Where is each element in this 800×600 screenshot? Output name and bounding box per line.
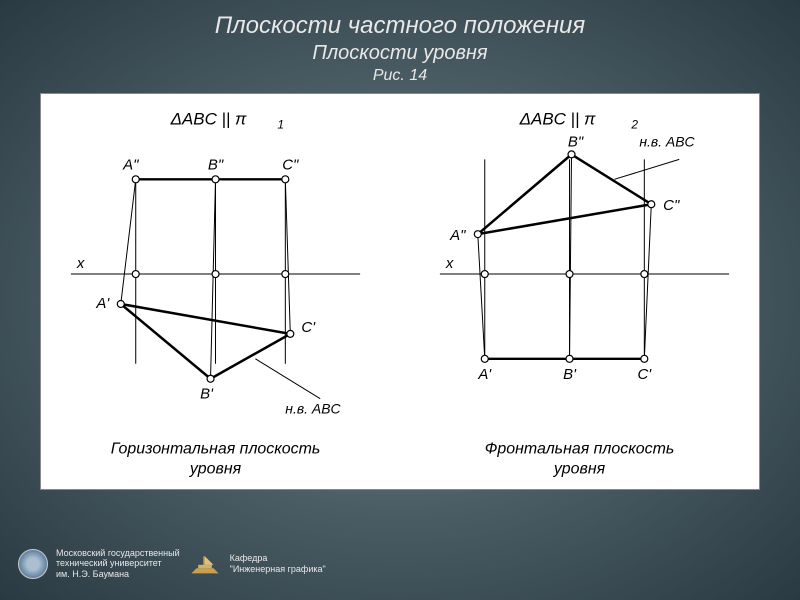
footer: Московский государственный технический у…: [18, 548, 326, 580]
footer-line: "Инженерная графика": [230, 564, 326, 575]
ship-icon: [188, 550, 222, 578]
footer-line: Московский государственный: [56, 548, 180, 559]
title-fig: Рис. 14: [0, 67, 800, 85]
svg-text:ΔABC || π: ΔABC || π: [170, 109, 247, 128]
svg-text:1: 1: [277, 117, 284, 131]
svg-text:н.в. ABC: н.в. ABC: [639, 133, 695, 149]
svg-text:н.в. ABC: н.в. ABC: [285, 401, 341, 417]
svg-text:A": A": [449, 227, 466, 244]
svg-text:B': B': [563, 366, 577, 383]
svg-text:ΔABC || π: ΔABC || π: [519, 109, 596, 128]
svg-text:C": C": [663, 197, 680, 214]
footer-line: Кафедра: [230, 553, 326, 564]
svg-text:Горизонтальная плоскость: Горизонтальная плоскость: [111, 441, 321, 458]
slide: Плоскости частного положения Плоскости у…: [0, 0, 800, 600]
svg-text:A': A': [477, 366, 492, 383]
department-name: Кафедра "Инженерная графика": [230, 553, 326, 575]
university-name: Московский государственный технический у…: [56, 548, 180, 580]
svg-text:B": B": [208, 156, 224, 173]
title-main: Плоскости частного положения: [0, 12, 800, 40]
svg-text:Фронтальная плоскость: Фронтальная плоскость: [485, 441, 675, 458]
svg-text:A': A': [95, 295, 110, 312]
svg-text:C": C": [282, 156, 299, 173]
svg-text:уровня: уровня: [553, 460, 606, 477]
svg-text:уровня: уровня: [189, 460, 242, 477]
svg-text:x: x: [445, 255, 454, 272]
svg-text:x: x: [76, 255, 85, 272]
diagram-panel: ΔABC || π 1 x A" B" C" A' B' C' н.в. ABC Горизонта…: [40, 93, 760, 490]
svg-text:B": B": [568, 133, 584, 150]
diagrams-svg: ΔABC || π 1 x A" B" C" A' B' C' н.в. ABC Горизонта…: [41, 94, 759, 489]
footer-line: им. Н.Э. Баумана: [56, 569, 180, 580]
title-sub: Плоскости уровня: [0, 42, 800, 65]
svg-text:B': B': [200, 386, 214, 403]
footer-line: технический университет: [56, 558, 180, 569]
svg-text:A": A": [122, 156, 139, 173]
svg-text:C': C': [301, 319, 316, 336]
svg-text:C': C': [637, 366, 652, 383]
svg-text:2: 2: [630, 117, 638, 131]
title-block: Плоскости частного положения Плоскости у…: [0, 0, 800, 85]
university-emblem-icon: [18, 549, 48, 579]
